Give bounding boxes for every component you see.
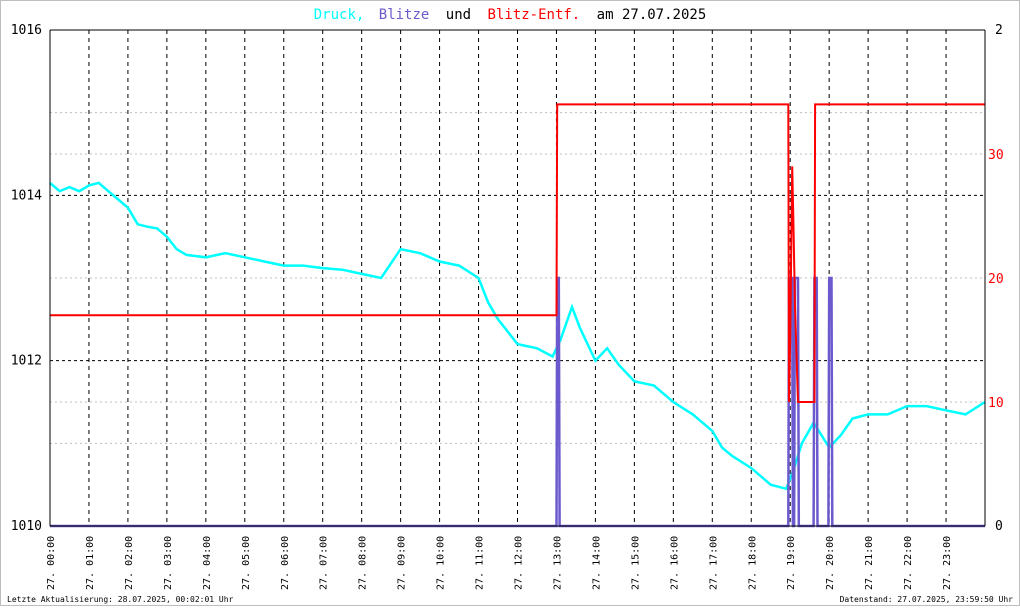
x-tick-label: 27. 17:00	[708, 536, 719, 590]
x-tick-label: 27. 05:00	[241, 536, 252, 590]
series-blitz-entf	[50, 103, 985, 403]
y-left-tick-label: 1016	[11, 23, 42, 38]
x-tick-label: 27. 03:00	[163, 536, 174, 590]
title-und: und	[446, 7, 471, 23]
series-layer	[49, 103, 986, 528]
x-tick-label: 27. 10:00	[436, 536, 447, 590]
x-tick-label: 27. 18:00	[747, 536, 758, 590]
title-blitze: Blitze	[379, 7, 430, 23]
x-tick-label: 27. 14:00	[591, 536, 602, 590]
y-left-tick-label: 1010	[11, 519, 42, 534]
x-tick-label: 27. 02:00	[124, 536, 135, 590]
title-druck: Druck,	[314, 7, 365, 23]
y-right-distance-tick-label: 30	[988, 148, 1004, 163]
title-blitz-entf: Blitz-Entf.	[488, 7, 581, 23]
y-right-distance-tick-label: 10	[988, 396, 1004, 411]
footer-last-update: Letzte Aktualisierung: 28.07.2025, 00:02…	[7, 595, 234, 604]
y-right-count-tick-label: 2	[995, 23, 1003, 38]
footer-data-state: Datenstand: 27.07.2025, 23:59:50 Uhr	[840, 595, 1014, 604]
x-tick-label: 27. 09:00	[397, 536, 408, 590]
y-left-tick-label: 1012	[11, 354, 42, 369]
x-tick-label: 27. 21:00	[864, 536, 875, 590]
x-tick-label: 27. 11:00	[475, 536, 486, 590]
x-tick-label: 27. 12:00	[514, 536, 525, 590]
chart-title: Druck, Blitze und Blitz-Entf. am 27.07.2…	[314, 7, 707, 23]
title-date: am 27.07.2025	[597, 7, 707, 23]
x-tick-label: 27. 13:00	[552, 536, 563, 590]
x-tick-label: 27. 07:00	[319, 536, 330, 590]
x-tick-label: 27. 08:00	[358, 536, 369, 590]
x-tick-label: 27. 19:00	[786, 536, 797, 590]
y-left-tick-label: 1014	[11, 188, 42, 203]
axes-layer: 1010 1012 1014 1016 0 2 10 20 30 27. 00:00 27. 01:…	[11, 23, 1004, 590]
x-tick-label: 27. 20:00	[825, 536, 836, 590]
x-tick-label: 27. 15:00	[630, 536, 641, 590]
x-tick-label: 27. 04:00	[202, 536, 213, 590]
y-right-count-tick-label: 0	[995, 519, 1003, 534]
y-right-distance-tick-label: 20	[988, 272, 1004, 287]
x-tick-label: 27. 06:00	[280, 536, 291, 590]
x-tick-label: 27. 16:00	[669, 536, 680, 590]
x-tick-label: 27. 00:00	[46, 536, 57, 590]
x-tick-label: 27. 22:00	[903, 536, 914, 590]
x-tick-label: 27. 01:00	[85, 536, 96, 590]
series-blitze	[50, 276, 985, 528]
x-tick-label: 27. 23:00	[942, 536, 953, 590]
